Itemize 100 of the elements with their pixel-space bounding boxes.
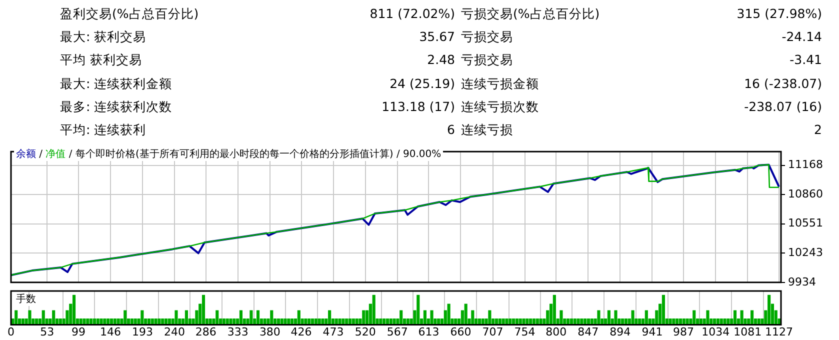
bar [447,304,450,325]
x-tick-label: 193 [132,325,154,338]
bar [464,304,468,325]
text: 35.67 [419,28,455,46]
bar [560,310,563,325]
text: 16 (-238.07) [744,74,822,93]
text: 盈利交易(%占总百分比) [60,5,199,23]
x-tick-label: 800 [546,325,567,338]
x-tick-label: 754 [514,325,536,338]
bar [662,294,665,325]
bar [216,310,219,325]
text: 最多: 连续获利次数 [60,98,172,116]
bar [430,310,434,325]
bar [471,310,474,325]
bar [631,310,634,325]
bar [321,318,324,325]
bar [607,310,610,325]
bar [488,310,492,325]
text: 113.18 (17) [382,98,455,116]
bar [522,318,526,325]
y-tick-label: 10551 [788,216,823,230]
bar [576,318,580,325]
bar [250,310,253,325]
x-tick-label: 894 [610,325,631,338]
bar [750,310,754,325]
bar [372,294,376,325]
bar [338,318,342,325]
y-tick-label: 9934 [788,275,816,288]
bar [692,310,696,325]
y-tick-label: 11168 [788,158,823,172]
bar [239,310,243,325]
text: -3.41 [790,51,822,70]
bar [82,318,86,325]
x-tick-label: 1127 [764,325,793,338]
text: 连续亏损 [461,121,513,139]
x-tick-label: 707 [482,325,504,338]
chart-title: 手数 [14,294,38,306]
bar [124,310,127,325]
bar [723,318,726,325]
x-tick-label: 520 [354,325,376,338]
bar [28,310,32,325]
text: 余额 [16,149,36,160]
bar [416,294,420,325]
x-tick-label: 613 [418,325,440,338]
text: 平均 获利交易 [60,51,142,70]
y-tick-label: 10243 [788,246,823,259]
x-tick-label: 987 [673,325,694,338]
x-tick-label: 240 [164,325,186,338]
x-tick-label: 426 [290,325,312,338]
chart-subtitle: / 每个即时价格(基于所有可利用的最小时段的每一个价格的分形插值计算) / 90.00% [68,149,442,160]
bar [597,310,600,325]
bar [297,310,300,325]
text: -24.14 [782,28,822,46]
bar [423,310,426,325]
bar [52,310,56,325]
x-tick-label: 53 [40,325,54,338]
bar [328,310,332,325]
bar [256,310,260,325]
bar [284,318,287,325]
bar [270,310,274,325]
x-tick-label: 286 [195,325,216,338]
text: 最大: 连续获利金额 [60,74,172,93]
x-tick-label: 1034 [702,325,730,338]
bar [184,310,188,325]
text: 最大: 获利交易 [60,28,146,46]
bar [552,294,556,325]
text: 平均: 连续获利 [60,121,146,139]
annotation: / [38,149,44,160]
text: 2 [814,121,822,139]
bar [42,310,45,325]
bar [668,318,672,325]
bar [140,310,144,325]
bar [740,310,744,325]
x-tick-label: 333 [227,325,248,338]
bar [768,294,771,325]
text: 2.48 [427,51,455,70]
text: 连续亏损次数 [461,98,539,116]
x-tick-label: 473 [322,325,344,338]
text: 连续亏损金额 [461,74,539,93]
bar [644,310,648,325]
y-tick-label: 10860 [788,187,823,200]
x-tick-label: 0 [8,325,14,338]
text: 6 [447,121,455,139]
text: 亏损交易 [461,28,513,46]
text: 811 (72.02%) [370,5,455,23]
bar [202,294,206,325]
text: 亏损交易 [461,51,513,70]
x-tick-label: 99 [71,325,86,338]
text: 净值 [46,149,66,160]
bar [400,310,403,325]
bar [505,318,508,325]
bar [733,310,737,325]
x-tick-label: 941 [642,325,663,338]
bar [706,310,710,325]
text: -238.07 (16) [744,98,822,116]
x-tick-label: 146 [100,325,121,338]
x-tick-label: 567 [386,325,408,338]
text: 315 (27.98%) [736,5,822,23]
bar [72,294,76,325]
text: 24 (25.19) [390,74,455,93]
